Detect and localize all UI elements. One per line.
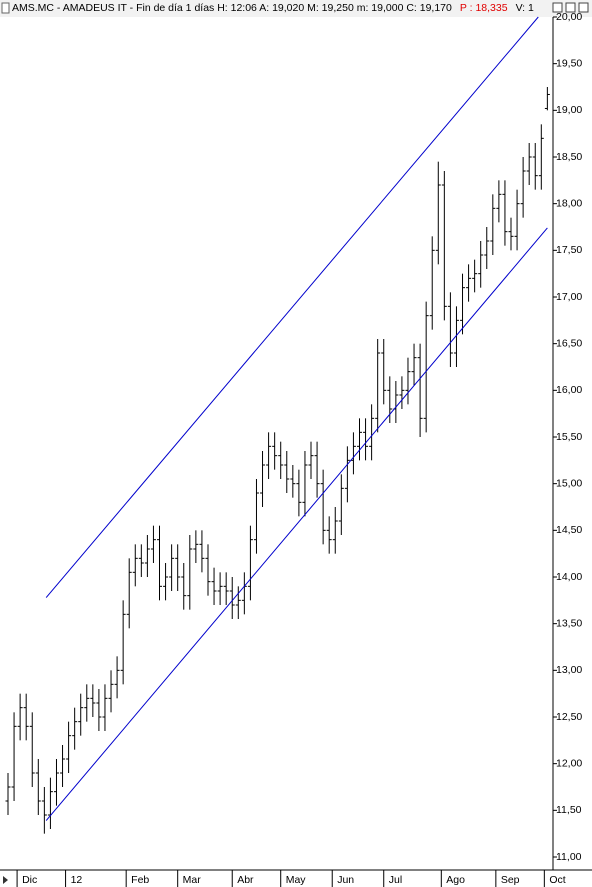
y-tick-label: 12,50: [556, 711, 582, 723]
x-tick-label: Dic: [22, 874, 37, 886]
y-tick-label: 18,50: [556, 151, 582, 163]
chart-title: AMS.MC - AMADEUS IT - Fin de día 1 días …: [12, 2, 452, 14]
x-tick-label: Jul: [389, 874, 402, 886]
header-bar: [0, 0, 592, 17]
y-tick-label: 11,00: [556, 851, 582, 863]
y-tick-label: 15,00: [556, 477, 582, 489]
scroll-arrow[interactable]: [3, 876, 8, 884]
x-tick-label: Feb: [131, 874, 149, 886]
x-tick-label: 12: [71, 874, 83, 886]
x-tick-label: Ago: [446, 874, 465, 886]
header-annotation: P : 18,335: [460, 2, 508, 14]
x-tick-label: Sep: [501, 874, 520, 886]
y-tick-label: 14,50: [556, 524, 582, 536]
header-annotation: V: 1: [516, 2, 534, 14]
x-tick-label: May: [286, 874, 307, 886]
channel-line: [45, 227, 548, 821]
window-buttons: [552, 2, 589, 13]
x-tick-label: Abr: [237, 874, 254, 886]
y-tick-label: 13,00: [556, 664, 582, 676]
ohlc-bars: [5, 87, 550, 834]
menu-icon[interactable]: [1, 2, 10, 14]
y-tick-label: 18,00: [556, 197, 582, 209]
y-tick-label: 16,50: [556, 337, 582, 349]
channel-line: [45, 16, 539, 598]
close-button[interactable]: [578, 2, 589, 13]
y-tick-label: 16,00: [556, 384, 582, 396]
y-tick-label: 20,00: [556, 11, 582, 23]
y-tick-label: 19,50: [556, 57, 582, 69]
x-tick-label: Oct: [549, 874, 565, 886]
y-tick-label: 19,00: [556, 104, 582, 116]
maximize-button[interactable]: [565, 2, 576, 13]
y-tick-label: 17,50: [556, 244, 582, 256]
x-tick-label: Jun: [337, 874, 354, 886]
minimize-button[interactable]: [552, 2, 563, 13]
y-tick-label: 12,00: [556, 757, 582, 769]
x-tick-label: Mar: [183, 874, 202, 886]
y-tick-label: 13,50: [556, 617, 582, 629]
y-tick-label: 14,00: [556, 571, 582, 583]
y-tick-label: 17,00: [556, 291, 582, 303]
y-tick-label: 11,50: [556, 804, 582, 816]
y-tick-label: 15,50: [556, 431, 582, 443]
